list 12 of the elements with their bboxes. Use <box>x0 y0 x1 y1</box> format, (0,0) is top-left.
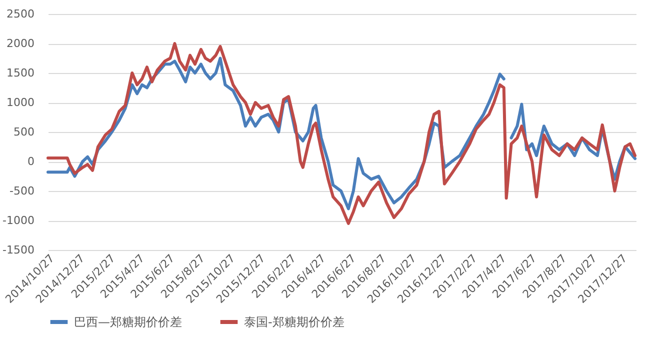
y-tick-label: 2000 <box>6 37 34 50</box>
line-series <box>46 42 637 225</box>
y-tick-label: -500 <box>10 184 34 198</box>
y-tick-label: 2500 <box>6 8 34 20</box>
y-tick-label: -1000 <box>2 214 34 227</box>
y-tick-label: 0 <box>28 155 34 168</box>
legend-label: 泰国-郑糖期价价差 <box>244 315 344 329</box>
y-tick-label: 1500 <box>6 66 34 80</box>
y-tick-label: 1000 <box>6 96 34 109</box>
y-tick-label: -1500 <box>2 244 34 256</box>
y-tick-label: 500 <box>14 126 34 138</box>
legend-label: 巴西—郑糖期价价差 <box>74 315 182 329</box>
